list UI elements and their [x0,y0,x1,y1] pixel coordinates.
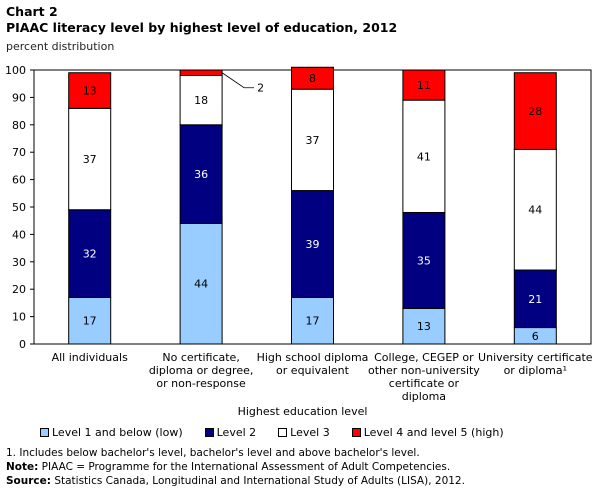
bar-segment [68,209,112,298]
x-tick-label: or equivalent [276,364,350,377]
legend-label-level1: Level 1 and below (low) [52,426,183,439]
legend-item-level2: Level 2 [204,426,257,439]
data-label: 11 [417,79,431,92]
bar-segment [68,296,112,345]
legend-label-level4-5: Level 4 and level 5 (high) [363,426,504,439]
source-label: Source: [6,475,51,487]
data-label: 17 [83,315,97,328]
bar-segment [513,269,557,329]
x-tick-label: All individuals [52,351,129,364]
x-axis-title: Highest education level [237,405,368,418]
chart-label: Chart 2 [6,4,58,19]
y-tick-label: 40 [12,228,26,241]
y-tick-label: 30 [12,256,26,269]
x-tick-label: No certificate, [162,351,239,364]
legend-item-level1: Level 1 and below (low) [40,426,183,439]
source-text: Statistics Canada, Longitudinal and Inte… [50,475,465,487]
data-label: 37 [83,153,97,166]
bar-segment [291,296,334,345]
note-text: PIAAC = Programme for the International … [38,461,451,473]
source-line: Source: Statistics Canada, Longitudinal … [6,474,601,488]
x-tick-label: certificate or [389,377,460,390]
data-label: 21 [528,293,542,306]
bar-segment [179,124,223,224]
data-label: 35 [417,254,431,267]
bar-segment [68,72,112,109]
y-tick-label: 0 [19,338,26,351]
legend-swatch-level1 [40,428,49,437]
data-label: 28 [528,105,542,118]
bar-segment [179,222,223,345]
bar-segment [291,190,334,298]
data-label: 41 [417,150,431,163]
bar-segment [402,211,446,309]
y-tick-label: 80 [12,119,26,132]
bar-segment [68,107,112,211]
data-label: 37 [306,134,320,147]
note-label: Note: [6,461,39,473]
bar-segment [179,74,223,126]
footnote: 1. Includes below bachelor's level, bach… [6,447,420,459]
x-tick-label: other non-university [368,364,480,377]
legend-item-level4-5: Level 4 and level 5 (high) [351,426,504,439]
legend-item-level3: Level 3 [278,426,330,439]
bar-segment [513,148,557,271]
legend-swatch-level2 [204,428,214,437]
legend-swatch-level4-5 [351,428,361,437]
legend-label-level3: Level 3 [290,426,330,439]
x-tick-label: University certificate [478,351,593,364]
data-label: 13 [83,85,97,98]
x-tick-label: High school diploma [257,351,369,364]
y-tick-label: 70 [12,146,26,159]
note-line: Note: PIAAC = Programme for the Internat… [6,460,601,474]
y-tick-label: 50 [12,201,26,214]
unit-label: percent distribution [6,40,115,53]
x-tick-label: College, CEGEP or [374,351,474,364]
x-tick-label: or diploma¹ [504,364,567,377]
data-label: 8 [309,72,316,85]
x-tick-label: or non-response [156,377,246,390]
bar-segment [291,66,334,90]
legend-swatch-level3 [278,428,288,437]
x-tick-label: diploma [402,390,446,403]
legend-label-level2: Level 2 [216,426,257,439]
y-tick-label: 10 [12,311,26,324]
x-tick-label: diploma or degree, [149,364,254,377]
y-tick-label: 90 [12,91,26,104]
bar-segment [179,69,223,76]
data-label: 39 [306,238,320,251]
callout-label: 2 [257,82,264,95]
y-tick-label: 20 [12,283,26,296]
data-label: 13 [417,320,431,333]
stacked-bar-chart: 0 10 20 30 40 50 60 70 80 90 100 17 32 37 13 All indivi… [5,64,593,403]
data-label: 44 [194,278,208,291]
y-tick-label: 100 [5,64,26,77]
bar-segment [513,72,557,150]
data-label: 17 [306,315,320,328]
data-label: 6 [532,330,539,343]
bar-segment [402,307,446,345]
legend: Level 1 and below (low) Level 2 Level 3 … [40,426,504,439]
bar-segment [402,99,446,213]
data-label: 18 [194,94,208,107]
data-label: 32 [83,248,97,261]
chart-title: PIAAC literacy level by highest level of… [6,20,398,35]
data-label: 36 [194,168,208,181]
chart-notes: 1. Includes below bachelor's level, bach… [6,446,601,488]
y-tick-label: 60 [12,174,26,187]
callout-leader-line [221,72,255,89]
data-label: 44 [528,204,542,217]
bar-segment [402,69,446,101]
